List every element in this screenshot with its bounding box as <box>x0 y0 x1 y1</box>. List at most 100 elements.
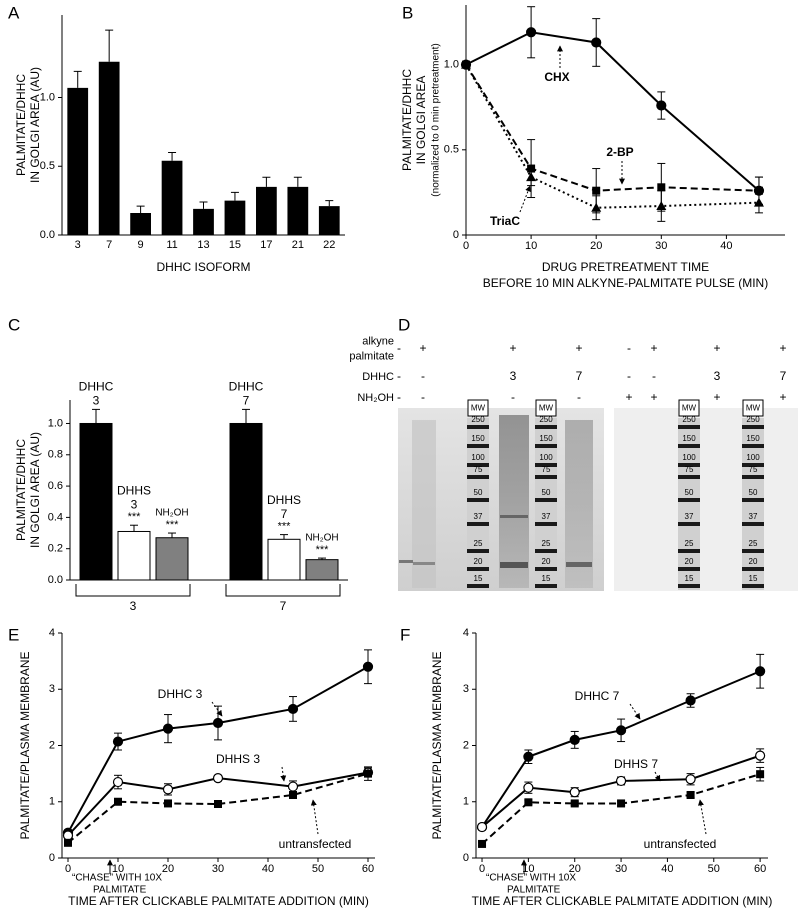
ladder-band <box>467 444 489 448</box>
y-tick-label: 0.4 <box>48 511 63 523</box>
significance: *** <box>128 511 142 523</box>
ladder-band <box>535 549 557 553</box>
ladder-band <box>678 498 700 502</box>
marker <box>570 799 579 808</box>
x-tick-label: 13 <box>197 239 209 251</box>
ladder-size: 37 <box>749 512 758 521</box>
ladder-band <box>678 549 700 553</box>
y-tick-label: 0.2 <box>48 543 63 555</box>
marker <box>686 791 695 799</box>
x-tick-label: 0 <box>479 863 485 875</box>
y-tick-label: 3 <box>463 683 469 695</box>
lane-cell: + <box>650 341 657 355</box>
ladder-size: 75 <box>474 465 483 474</box>
gel-band <box>399 560 413 563</box>
ladder-band <box>535 463 557 467</box>
ladder-lane <box>742 418 764 590</box>
ladder-size: 150 <box>682 434 696 443</box>
ladder-size: 75 <box>542 465 551 474</box>
x-tick-label: 30 <box>615 863 627 875</box>
marker <box>656 100 667 111</box>
lane-cell: - <box>421 390 425 404</box>
panel-letter: B <box>402 3 413 22</box>
bar <box>287 186 309 235</box>
mw-label: MW <box>682 404 697 413</box>
marker <box>569 734 580 745</box>
bar-label: NH₂OH <box>305 533 338 544</box>
group-bracket <box>75 584 191 597</box>
ladder-band <box>467 498 489 502</box>
series-label: CHX <box>544 70 569 84</box>
marker <box>591 202 602 212</box>
marker <box>287 781 299 792</box>
gel-band <box>566 562 592 567</box>
bar-label: DHHC <box>229 380 264 394</box>
panel-letter: C <box>8 315 20 334</box>
error-bar <box>130 524 138 532</box>
ladder-size: 50 <box>685 488 694 497</box>
y-tick-label: 1 <box>463 796 469 808</box>
ladder-lane <box>467 418 489 590</box>
error-bar <box>230 191 239 201</box>
lane-cell: + <box>779 390 786 404</box>
series-line <box>481 754 761 828</box>
y-tick-label: 1 <box>49 796 55 808</box>
y-tick-label: 0.0 <box>48 574 63 586</box>
ladder-band <box>678 425 700 429</box>
mw-box <box>742 399 764 417</box>
bar-label: DHHS <box>117 483 151 497</box>
x-axis-label: TIME AFTER CLICKABLE PALMITATE ADDITION … <box>68 894 369 908</box>
ladder-size: 37 <box>685 512 694 521</box>
ladder-size: 20 <box>542 557 551 566</box>
error-bar <box>318 557 326 560</box>
ladder-size: 75 <box>685 465 694 474</box>
panel-letter: A <box>8 3 20 22</box>
marker <box>569 787 580 798</box>
ladder-band <box>535 425 557 429</box>
lane-cell: 3 <box>510 369 517 383</box>
x-axis-label: DRUG PRETREATMENT TIME <box>542 260 709 274</box>
x-axis-label: DHHC ISOFORM <box>157 260 251 274</box>
marker <box>478 839 487 848</box>
bar-label: 3 <box>93 394 100 408</box>
ladder-size: 20 <box>474 557 483 566</box>
group-bracket <box>225 584 341 597</box>
marker <box>657 183 666 192</box>
marker <box>685 695 696 706</box>
annotation-arrow <box>629 703 641 720</box>
x-tick-label: 17 <box>260 239 272 251</box>
lane-cell: + <box>509 341 516 355</box>
x-tick-label: 50 <box>708 863 720 875</box>
ladder-size: 150 <box>471 434 485 443</box>
bar <box>98 61 120 235</box>
ladder-band <box>467 425 489 429</box>
lane-cell: - <box>397 369 401 383</box>
y-tick-label: 1.0 <box>444 59 459 71</box>
panel-letter: F <box>400 625 410 644</box>
bar <box>79 422 113 581</box>
error-bar <box>242 408 250 424</box>
series-label: TriaC <box>490 214 520 228</box>
row-label: NH₂OH <box>357 392 394 404</box>
bar <box>67 87 89 235</box>
x-tick-label: 9 <box>138 239 144 251</box>
ladder-size: 150 <box>746 434 760 443</box>
y-tick-label: 4 <box>49 627 55 639</box>
marker <box>685 774 696 785</box>
panel-letter: D <box>398 315 410 334</box>
marker <box>617 799 626 808</box>
ladder-band <box>535 498 557 502</box>
x-tick-label: 40 <box>262 863 274 875</box>
series-label: 2-BP <box>606 145 633 159</box>
lane-cell: - <box>397 390 401 404</box>
marker <box>592 186 601 195</box>
ladder-band <box>742 463 764 467</box>
ladder-size: 250 <box>539 415 553 424</box>
ladder-band <box>678 463 700 467</box>
marker <box>476 821 488 833</box>
ladder-lane <box>535 418 557 590</box>
series-label: untransfected <box>279 837 352 851</box>
series-line <box>465 64 759 192</box>
marker <box>526 172 537 182</box>
